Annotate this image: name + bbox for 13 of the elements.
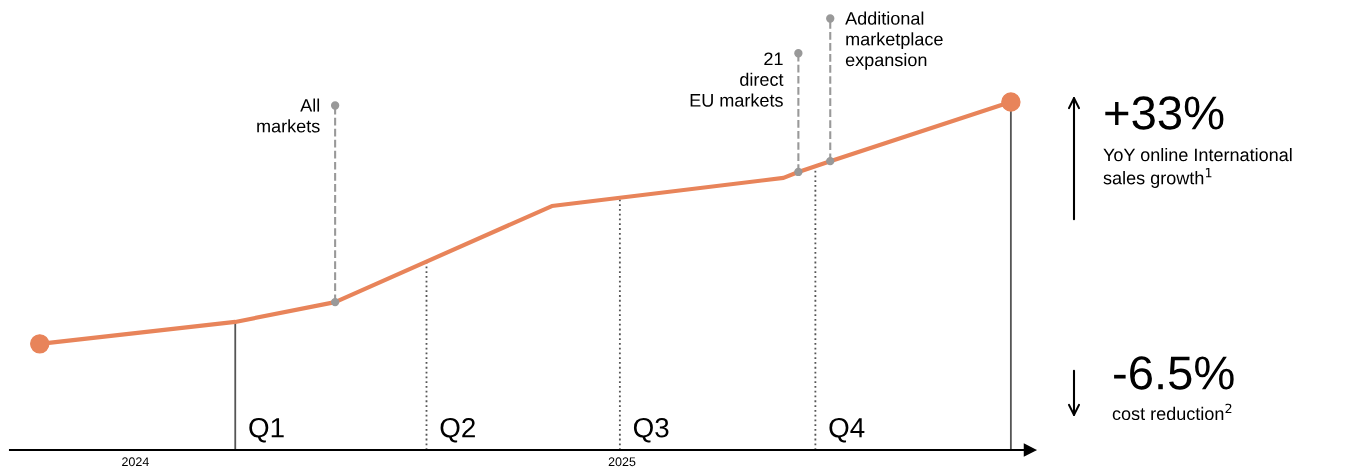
- annotation: Additional marketplace expansion: [845, 11, 943, 70]
- annotation: 21 direct EU markets: [690, 52, 784, 107]
- annotation: All markets: [257, 98, 320, 133]
- ref-line-label: Q3: [633, 417, 669, 443]
- x-tick-label: 2024: [122, 457, 149, 467]
- text: YoY online International sales growth$^{1}$: [1103, 148, 1292, 188]
- ref-line-label: Q2: [440, 417, 475, 443]
- text: cost reduction$^{2}$: [1112, 403, 1232, 421]
- x-tick-label: 2025: [608, 457, 636, 467]
- ref-line-label: Q1: [249, 417, 284, 443]
- ref-line-label: Q4: [829, 417, 865, 443]
- text: +33%: [1105, 96, 1224, 130]
- text: -6.5%: [1114, 356, 1234, 390]
